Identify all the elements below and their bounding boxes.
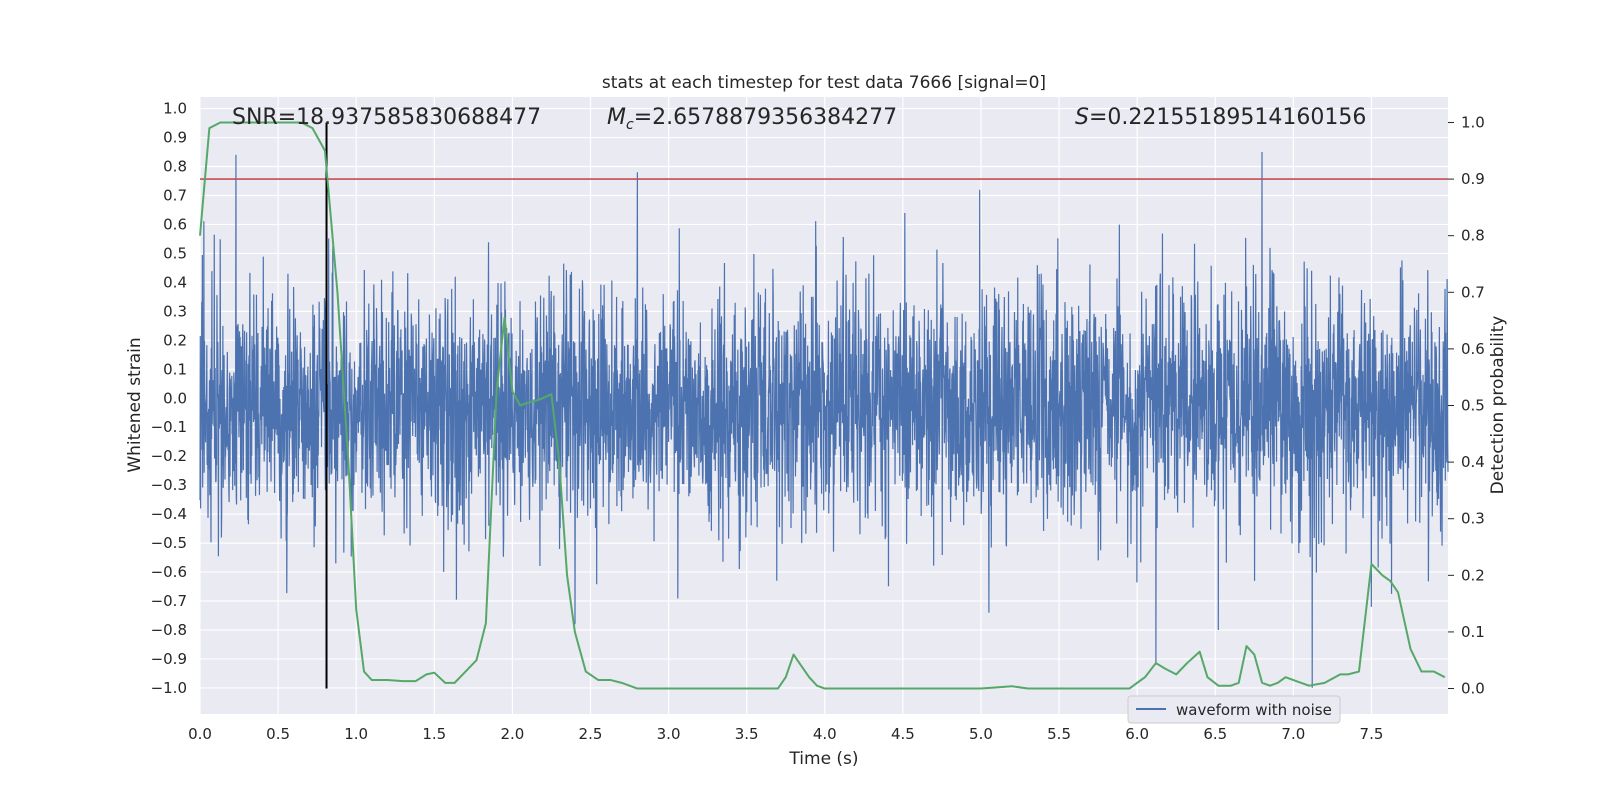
x-tick-label: 4.0	[813, 725, 837, 743]
x-tick-label: 3.5	[735, 725, 759, 743]
y-tick-label: 0.1	[163, 360, 187, 378]
s-value: =0.22155189514160156	[1089, 105, 1366, 130]
y2-tick-label: 0.9	[1461, 170, 1485, 188]
waveform-line	[199, 152, 1449, 688]
x-axis-label: Time (s)	[788, 749, 858, 769]
y-tick-label: −0.1	[151, 418, 187, 436]
legend: waveform with noise	[1127, 695, 1341, 724]
y2-tick-label: 0.6	[1461, 340, 1485, 358]
axis-ticks: 0.0 0.5 1.0 1.5 2.0 2.5 3.0 3.5 4.0 4.5 5.0 5.5 6.0 6…	[151, 100, 1485, 743]
y-tick-label: −0.7	[151, 592, 187, 610]
x-tick-label: 3.0	[657, 725, 681, 743]
y-tick-label: 0.3	[163, 302, 187, 320]
y2-tick-label: 0.5	[1461, 397, 1485, 415]
x-tick-label: 5.5	[1047, 725, 1071, 743]
y-tick-label: 1.0	[163, 100, 187, 118]
y-tick-label: −0.2	[151, 447, 187, 465]
mc-subscript: c	[626, 117, 634, 133]
s-symbol: S	[1075, 105, 1089, 130]
x-tick-label: 0.0	[188, 725, 212, 743]
y2-tick-label: 0.4	[1461, 453, 1485, 471]
x-tick-label: 1.5	[422, 725, 446, 743]
y2-tick-label: 0.7	[1461, 283, 1485, 301]
y-tick-label: 0.5	[163, 244, 187, 262]
y2-tick-label: 0.0	[1461, 680, 1485, 698]
y-tick-label: −1.0	[151, 679, 187, 697]
y-tick-label: −0.3	[151, 476, 187, 494]
x-tick-label: 6.0	[1125, 725, 1149, 743]
chart-title: stats at each timestep for test data 766…	[602, 73, 1046, 93]
legend-entry-waveform: waveform with noise	[1176, 701, 1332, 719]
y-tick-label: 0.7	[163, 186, 187, 204]
series-waveform-with-noise	[199, 152, 1449, 688]
y2-tick-label: 0.3	[1461, 510, 1485, 528]
x-tick-label: 6.5	[1203, 725, 1227, 743]
y2-tick-label: 0.1	[1461, 623, 1485, 641]
x-tick-label: 1.0	[344, 725, 368, 743]
y2-axis-label: Detection probability	[1488, 316, 1508, 495]
y2-tick-label: 1.0	[1461, 113, 1485, 131]
y-tick-label: −0.9	[151, 650, 187, 668]
s-annotation: S=0.22155189514160156	[1075, 105, 1366, 130]
legend-box	[1127, 695, 1341, 724]
y2-tick-label: 0.8	[1461, 227, 1485, 245]
y-tick-label: 0.9	[163, 129, 187, 147]
y-tick-label: 0.2	[163, 331, 187, 349]
x-tick-label: 7.0	[1281, 725, 1305, 743]
mc-annotation: Mc=2.6578879356384277	[607, 105, 897, 133]
y-tick-label: −0.5	[151, 534, 187, 552]
x-tick-label: 0.5	[266, 725, 290, 743]
y-tick-label: −0.6	[151, 563, 187, 581]
snr-annotation: SNR=18.937585830688477	[232, 105, 541, 130]
y-tick-label: −0.8	[151, 621, 187, 639]
y-tick-label: −0.4	[151, 505, 187, 523]
x-tick-label: 2.0	[500, 725, 524, 743]
y-tick-label: 0.0	[163, 389, 187, 407]
mc-value: =2.6578879356384277	[634, 105, 897, 130]
y-axis-label: Whitened strain	[125, 337, 145, 472]
y2-tick-label: 0.2	[1461, 566, 1485, 584]
y-tick-label: 0.6	[163, 215, 187, 233]
overlay-lines	[199, 121, 1448, 690]
mc-symbol: M	[607, 105, 626, 130]
y-tick-label: 0.4	[163, 273, 187, 291]
detection-probability-line	[199, 121, 1446, 690]
x-tick-label: 2.5	[579, 725, 603, 743]
y-tick-label: 0.8	[163, 158, 187, 176]
x-tick-label: 7.5	[1360, 725, 1384, 743]
x-tick-label: 5.0	[969, 725, 993, 743]
x-tick-label: 4.5	[891, 725, 915, 743]
